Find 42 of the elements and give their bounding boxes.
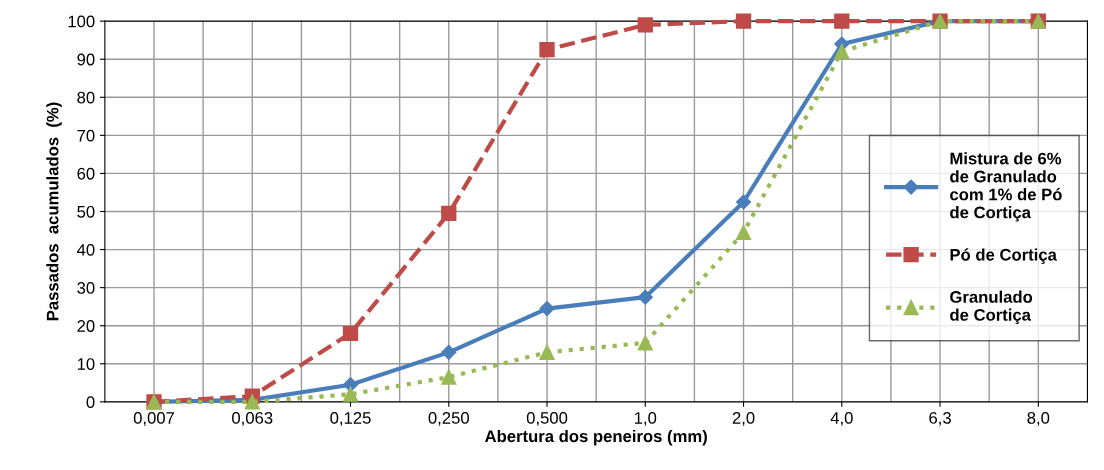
y-tick-label: 20	[77, 320, 95, 332]
x-tick-label: 0,250	[428, 412, 469, 426]
point	[834, 43, 850, 60]
x-tick-label: 8,0	[1027, 412, 1050, 426]
point	[637, 17, 653, 33]
legend-label: Mistura de 6% de Granulado com 1% de Pó de Cortiça	[950, 152, 1062, 222]
x-tick-label: 2,0	[732, 412, 755, 426]
point	[342, 386, 359, 402]
y-tick-label: 90	[77, 53, 95, 66]
point	[735, 194, 752, 210]
point	[539, 344, 555, 360]
point	[735, 13, 752, 29]
y-tick-label: 70	[77, 129, 95, 142]
point	[342, 325, 359, 341]
y-tick-label: 40	[77, 243, 95, 256]
y-tick-label: 60	[77, 167, 95, 180]
legend-label: Granulado de Cortiça	[950, 290, 1033, 325]
y-tick-label: 10	[77, 358, 95, 370]
point	[539, 301, 555, 317]
point	[441, 344, 457, 360]
point	[441, 205, 457, 222]
x-tick-label: 0,063	[232, 412, 273, 426]
point	[539, 42, 555, 58]
x-axis-title: Abertura dos peneiros (mm)	[484, 429, 707, 446]
x-tick-label: 0,125	[330, 412, 371, 426]
y-tick-label: 80	[77, 91, 95, 104]
x-tick-label: 0,007	[133, 412, 175, 426]
y-tick-label: 0	[86, 396, 95, 409]
y-tick-label: 30	[77, 282, 95, 294]
legend-label: Pó de Cortiça	[950, 248, 1057, 264]
point	[637, 289, 653, 305]
x-tick-label: 0,500	[526, 412, 568, 426]
point	[735, 224, 752, 241]
point	[441, 369, 457, 385]
point	[834, 13, 850, 29]
x-tick-label: 6,3	[929, 412, 951, 426]
y-tick-label: 50	[77, 205, 95, 218]
x-tick-label: 4,0	[830, 412, 853, 426]
x-tick-label: 1,0	[634, 412, 657, 426]
point	[637, 335, 653, 351]
y-axis-title: Passados acumulados (%)	[46, 102, 62, 321]
y-tick-label: 100	[68, 15, 95, 28]
